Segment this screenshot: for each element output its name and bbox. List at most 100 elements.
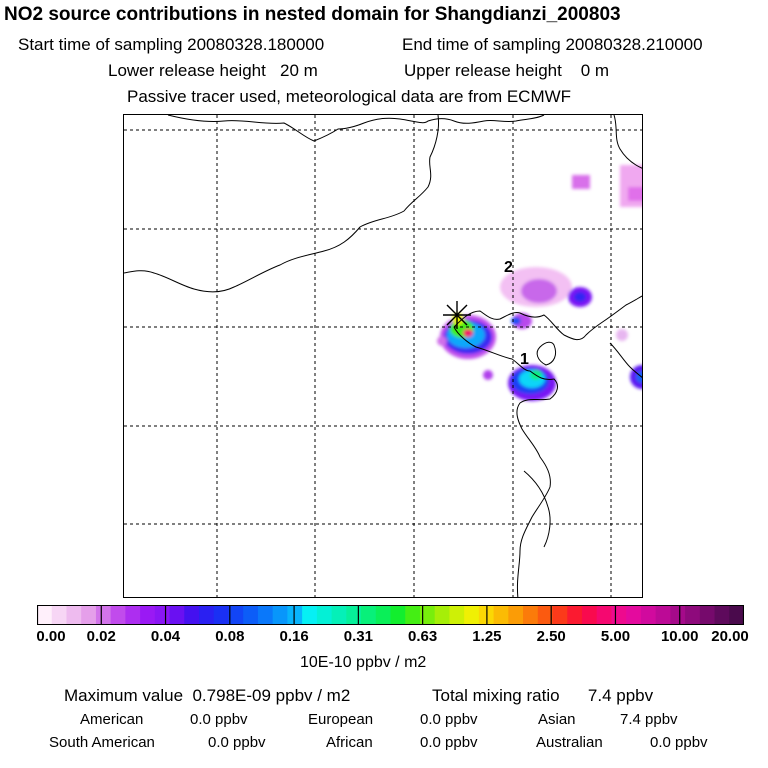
color-scale-tick-label: 2.50	[536, 628, 566, 645]
region-value: 7.4 ppbv	[620, 711, 678, 728]
color-scale-segment	[493, 605, 509, 625]
color-scale-segment	[361, 605, 377, 625]
region-name: African	[326, 734, 373, 751]
region-name: South American	[49, 734, 155, 751]
color-scale-segment	[169, 605, 185, 625]
color-scale-tick-label: 0.63	[408, 628, 438, 645]
color-scale-tick-label: 20.00	[711, 628, 749, 645]
source-label-2: 2	[504, 259, 513, 276]
color-scale-segment	[655, 605, 671, 625]
total-mixing-ratio-label: Total mixing ratio 7.4 ppbv	[432, 686, 654, 705]
upper-release-height-label: Upper release height 0 m	[404, 61, 610, 80]
color-scale-segment	[640, 605, 657, 625]
region-name: European	[308, 711, 374, 728]
map-panel: 2 1	[123, 114, 643, 598]
color-scale-segment	[66, 605, 82, 625]
region-name: American	[80, 711, 144, 728]
region-name: Australian	[536, 734, 603, 751]
color-scale-bar	[36, 605, 745, 625]
color-scale-segment	[346, 605, 362, 625]
color-scale-units: 10E-10 ppbv / m2	[300, 654, 427, 671]
color-scale-segment	[125, 605, 141, 625]
color-scale-border	[37, 605, 744, 625]
color-scale-segment	[714, 605, 730, 625]
graticule	[124, 115, 642, 597]
plume-patch	[616, 329, 628, 341]
color-scale-segment	[419, 605, 436, 625]
color-scale-segment	[272, 605, 288, 625]
border-line	[167, 115, 545, 142]
coastline	[523, 470, 551, 548]
plume-patch	[574, 292, 586, 302]
color-scale-tick-label: 0.00	[36, 628, 66, 645]
region-value: 0.0 ppbv	[190, 711, 248, 728]
color-scale-segment	[449, 605, 465, 625]
color-scale-segment	[596, 605, 612, 625]
color-scale-segment	[508, 605, 524, 625]
tracer-note: Passive tracer used, meteorological data…	[127, 87, 572, 106]
plot-title: NO2 source contributions in nested domai…	[4, 4, 621, 25]
color-scale-segment	[51, 605, 67, 625]
region-value: 0.0 ppbv	[650, 734, 708, 751]
color-scale-segment	[523, 605, 539, 625]
plume-patch	[512, 313, 532, 329]
coastline	[609, 342, 642, 378]
plume-patch	[437, 336, 447, 346]
plume-patch	[452, 313, 464, 325]
color-scale-segment	[699, 605, 716, 625]
color-scale-segment	[611, 605, 627, 625]
plume-patch	[521, 279, 557, 303]
coastline	[536, 341, 557, 366]
lower-release-height-label: Lower release height 20 m	[108, 61, 318, 80]
color-scale-segment	[37, 605, 53, 625]
border-line	[124, 115, 439, 293]
color-scale-segment	[331, 605, 347, 625]
color-scale-segment	[199, 605, 215, 625]
plume-patch	[628, 187, 642, 201]
color-scale-segment	[257, 605, 274, 625]
color-scale-segment	[213, 605, 229, 625]
color-scale-segment	[685, 605, 701, 625]
region-value: 0.0 ppbv	[420, 734, 478, 751]
color-scale-segment	[567, 605, 583, 625]
color-scale-tick-label: 1.25	[472, 628, 502, 645]
source-label-1: 1	[520, 351, 529, 368]
end-time-label: End time of sampling 20080328.210000	[402, 35, 703, 54]
border-line	[613, 115, 642, 169]
color-scale-segment	[464, 605, 480, 625]
color-scale-segment	[287, 605, 303, 625]
color-scale-segment	[375, 605, 391, 625]
coastlines	[124, 115, 642, 597]
color-scale-segment	[537, 605, 554, 625]
color-scale-tick-label: 5.00	[600, 628, 631, 645]
start-time-label: Start time of sampling 20080328.180000	[18, 35, 325, 54]
color-scale-segment	[154, 605, 171, 625]
plume-patch	[572, 175, 590, 189]
plume-patch	[483, 370, 493, 380]
color-scale-svg	[36, 605, 745, 625]
color-scale-segment	[316, 605, 333, 625]
color-scale-tick-label: 0.31	[343, 628, 373, 645]
coastline	[453, 295, 642, 341]
color-scale-tick-label: 0.02	[86, 628, 116, 645]
color-scale-tick-label: 0.16	[279, 628, 309, 645]
region-name: Asian	[538, 711, 576, 728]
color-scale-segment	[302, 605, 318, 625]
color-scale-segment	[390, 605, 406, 625]
color-scale-segment	[729, 605, 745, 625]
map-canvas	[124, 115, 642, 597]
plume-patch	[463, 329, 473, 337]
region-value: 0.0 ppbv	[420, 711, 478, 728]
region-value: 0.0 ppbv	[208, 734, 266, 751]
concentration-field	[437, 165, 642, 401]
color-scale-segment	[626, 605, 642, 625]
color-scale-segment	[140, 605, 156, 625]
maximum-value-label: Maximum value 0.798E-09 ppbv / m2	[64, 686, 351, 705]
color-scale-tick-label: 10.00	[660, 628, 699, 645]
color-scale-segment	[110, 605, 126, 625]
color-scale-segment	[405, 605, 421, 625]
color-scale-segment	[552, 605, 568, 625]
color-scale-tick-label: 0.08	[215, 628, 245, 645]
color-scale-segment	[228, 605, 244, 625]
color-scale-tick-label: 0.04	[150, 628, 181, 645]
